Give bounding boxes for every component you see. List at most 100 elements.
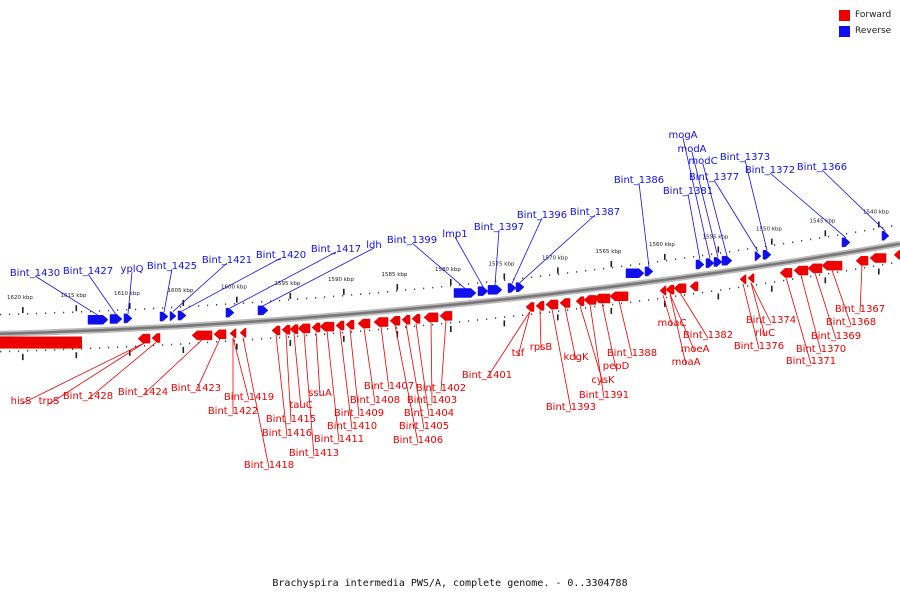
scale-label: 1590 kbp bbox=[328, 277, 354, 283]
forward-gene-arrow bbox=[177, 310, 187, 321]
scale-label: 1580 kbp bbox=[435, 267, 461, 273]
leader-line bbox=[87, 342, 157, 400]
major-tick bbox=[610, 307, 613, 314]
reverse-gene-label-Bint_1420: Bint_1420 bbox=[256, 250, 306, 261]
reverse-gene-arrow bbox=[673, 283, 687, 294]
reverse-gene-arrow bbox=[357, 318, 371, 329]
leader-line bbox=[232, 337, 250, 401]
forward-gene-label-Bint_1416: Bint_1416 bbox=[262, 428, 312, 439]
leader-line bbox=[262, 247, 375, 307]
reverse-gene-arrow bbox=[583, 295, 597, 305]
minor-tick bbox=[0, 350, 2, 353]
minor-tick bbox=[783, 279, 785, 282]
minor-tick bbox=[873, 265, 875, 267]
minor-tick bbox=[18, 350, 20, 352]
minor-tick bbox=[837, 234, 839, 236]
minor-tick bbox=[108, 309, 110, 312]
minor-tick bbox=[450, 285, 452, 287]
minor-tick bbox=[234, 302, 236, 305]
major-tick bbox=[343, 288, 345, 295]
minor-tick bbox=[405, 326, 407, 328]
minor-tick bbox=[693, 293, 695, 295]
reverse-gene-label-mogA: mogA bbox=[668, 130, 697, 141]
reverse-gene-label-Bint_1386: Bint_1386 bbox=[614, 175, 664, 186]
minor-tick bbox=[306, 297, 308, 300]
leader-line bbox=[831, 269, 852, 326]
minor-tick bbox=[756, 246, 758, 249]
minor-tick bbox=[576, 308, 578, 310]
reverse-gene-arrow bbox=[893, 250, 900, 260]
minor-tick bbox=[864, 266, 866, 269]
scale-label: 1545 kbp bbox=[810, 218, 836, 224]
minor-tick bbox=[270, 337, 272, 339]
reverse-gene-arrow bbox=[373, 317, 389, 327]
scale-label: 1600 kbp bbox=[221, 285, 247, 291]
leader-line bbox=[48, 342, 145, 405]
minor-tick bbox=[396, 327, 398, 329]
forward-gene-label-Bint_1367: Bint_1367 bbox=[835, 304, 885, 315]
leader-line bbox=[785, 277, 812, 365]
leader-line-layer bbox=[20, 137, 886, 469]
minor-tick bbox=[9, 313, 11, 316]
leader-line bbox=[486, 311, 531, 379]
scale-label: 1570 kbp bbox=[542, 255, 568, 261]
leader-line bbox=[679, 292, 709, 339]
forward-gene-label-rpsB: rpsB bbox=[530, 342, 553, 353]
leader-line bbox=[742, 283, 760, 350]
reverse-gene-label-Bint_1397: Bint_1397 bbox=[474, 222, 524, 233]
forward-gene-arrow bbox=[123, 313, 133, 324]
minor-tick bbox=[522, 314, 524, 316]
leader-line bbox=[285, 334, 292, 423]
forward-gene-arrow bbox=[169, 311, 177, 321]
reverse-gene-label-Bint_1430: Bint_1430 bbox=[10, 268, 60, 279]
minor-tick bbox=[666, 296, 668, 299]
minor-tick bbox=[225, 303, 227, 305]
reverse-gene-arrow bbox=[335, 320, 345, 331]
minor-tick bbox=[414, 288, 416, 291]
forward-gene-arrow bbox=[453, 288, 477, 298]
forward-gene-label-Bint_1406: Bint_1406 bbox=[393, 435, 443, 446]
forward-gene-label-Bint_1408: Bint_1408 bbox=[350, 395, 400, 406]
forward-gene-label-Bint_1370: Bint_1370 bbox=[796, 344, 846, 355]
minor-tick bbox=[45, 349, 47, 351]
scale-label: 1595 kbp bbox=[275, 281, 301, 287]
forward-gene-arrow bbox=[721, 255, 733, 266]
minor-tick bbox=[333, 332, 335, 335]
minor-tick bbox=[738, 286, 740, 289]
leader-line bbox=[363, 327, 376, 404]
minor-tick bbox=[477, 282, 479, 284]
reverse-gene-arrow bbox=[345, 319, 355, 330]
minor-tick bbox=[585, 270, 587, 272]
major-tick bbox=[717, 246, 720, 253]
leader-line bbox=[440, 320, 447, 392]
minor-tick bbox=[198, 305, 200, 307]
minor-tick bbox=[441, 322, 443, 325]
minor-tick bbox=[369, 292, 371, 295]
forward-gene-arrow bbox=[225, 307, 235, 318]
minor-tick bbox=[684, 257, 686, 259]
major-tick bbox=[182, 300, 185, 306]
minor-tick bbox=[342, 331, 344, 334]
minor-tick bbox=[63, 311, 65, 314]
minor-tick bbox=[27, 313, 29, 315]
minor-tick bbox=[711, 253, 713, 256]
leader-line bbox=[551, 308, 572, 411]
minor-tick bbox=[297, 298, 299, 300]
minor-tick bbox=[441, 285, 443, 288]
minor-tick bbox=[72, 348, 74, 350]
leader-line bbox=[430, 321, 433, 404]
minor-tick bbox=[675, 258, 677, 260]
minor-tick bbox=[207, 304, 209, 307]
forward-gene-label-Bint_1376: Bint_1376 bbox=[734, 341, 784, 352]
minor-tick bbox=[657, 260, 659, 263]
axis-line bbox=[0, 242, 900, 336]
minor-tick bbox=[621, 302, 623, 305]
minor-tick bbox=[774, 244, 776, 246]
minor-tick bbox=[810, 275, 812, 278]
minor-tick bbox=[324, 296, 326, 298]
reverse-gene-label-modA: modA bbox=[677, 144, 706, 155]
forward-gene-arrow bbox=[87, 315, 109, 325]
forward-gene-label-Bint_1403: Bint_1403 bbox=[407, 395, 457, 406]
leader-line bbox=[303, 332, 315, 457]
